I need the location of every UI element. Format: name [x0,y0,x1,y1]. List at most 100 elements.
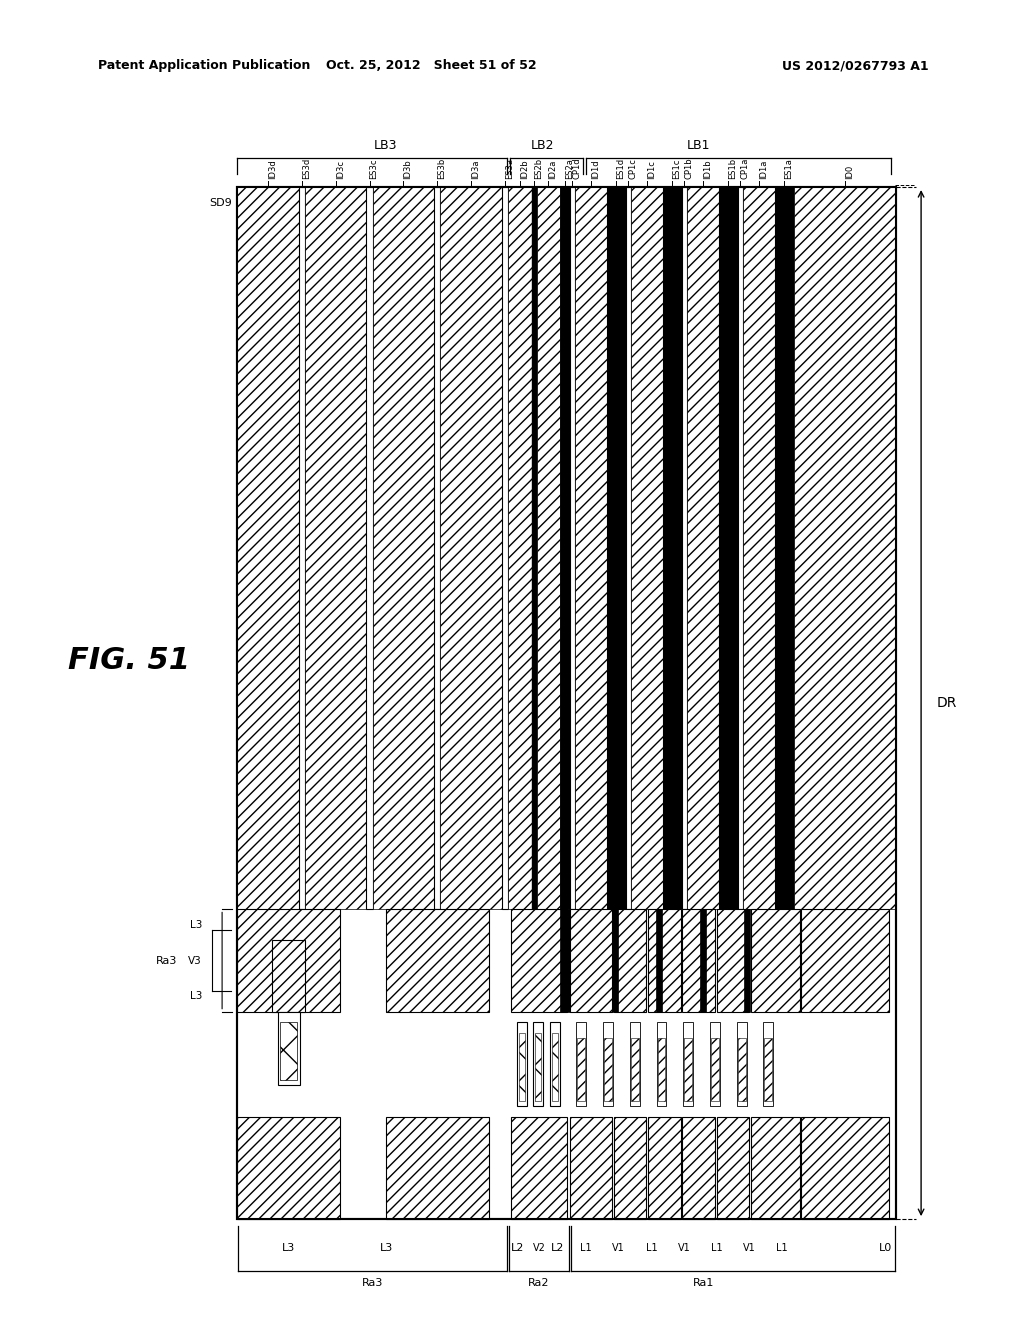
Text: LB2: LB2 [530,139,554,152]
Text: CP1d: CP1d [572,157,582,180]
Bar [278,1011,299,1085]
Bar [560,909,569,1011]
Text: Ra2: Ra2 [528,1278,550,1288]
Bar [550,1022,560,1106]
Bar [613,1117,646,1218]
Bar [604,1038,612,1101]
Bar [683,1022,693,1106]
Bar [238,187,896,1218]
Bar [794,187,896,909]
Text: V2: V2 [532,1242,546,1253]
Bar [238,1117,340,1218]
Bar [238,187,299,909]
Bar [502,187,508,909]
Text: ID3c: ID3c [336,160,345,180]
Bar [744,909,751,1011]
Bar [577,1022,586,1106]
Bar [434,187,440,909]
Text: CP1a: CP1a [740,158,750,180]
Bar [613,909,646,1011]
Text: US 2012/0267793 A1: US 2012/0267793 A1 [782,59,929,73]
Text: V3: V3 [188,956,202,965]
Bar [508,187,531,909]
Text: L3: L3 [189,920,202,929]
Bar [710,1022,720,1106]
Text: ES3d: ES3d [302,158,311,180]
Text: DR: DR [936,696,956,710]
Text: ID1a: ID1a [759,160,768,180]
Text: L3: L3 [282,1242,295,1253]
Text: V1: V1 [742,1242,756,1253]
Bar [737,1038,745,1101]
Text: Ra1: Ra1 [693,1278,715,1288]
Bar [656,909,663,1011]
Bar [537,187,560,909]
Bar [719,187,738,909]
Text: ES2b: ES2b [535,158,543,180]
Text: L1: L1 [776,1242,787,1253]
Text: ID1d: ID1d [591,160,600,180]
Bar [684,1038,692,1101]
Bar [775,187,794,909]
Bar [511,909,566,1011]
Bar [682,187,687,909]
Bar [700,909,707,1011]
Bar [607,187,626,909]
Bar [663,187,682,909]
Bar [536,1032,542,1101]
Bar [516,1022,526,1106]
Bar [736,1022,746,1106]
Text: Patent Application Publication: Patent Application Publication [98,59,310,73]
Text: ID0: ID0 [845,165,854,180]
Text: FIG. 51: FIG. 51 [68,645,189,675]
Text: L2: L2 [551,1242,564,1253]
Bar [751,1117,800,1218]
Bar [631,187,663,909]
Text: CP1b: CP1b [684,157,693,180]
Text: L0: L0 [880,1242,892,1253]
Bar [648,909,681,1011]
Text: ID1b: ID1b [702,160,712,180]
Bar [386,909,489,1011]
Bar [518,1032,524,1101]
Text: V1: V1 [612,1242,625,1253]
Text: ID2a: ID2a [549,160,557,180]
Text: LB1: LB1 [687,139,711,152]
Bar [367,187,373,909]
Bar [569,187,574,909]
Bar [280,1022,298,1080]
Text: L3: L3 [189,991,202,1002]
Text: Ra3: Ra3 [156,956,177,965]
Text: Ra3: Ra3 [361,1278,383,1288]
Bar [531,187,537,909]
Text: ID2b: ID2b [520,160,528,180]
Bar [682,909,715,1011]
Bar [386,1117,489,1218]
Text: ES1c: ES1c [673,158,681,180]
Bar [511,1117,566,1218]
Bar [717,909,750,1011]
Text: CP1c: CP1c [629,158,637,180]
Text: ID3a: ID3a [471,160,480,180]
Text: L1: L1 [711,1242,722,1253]
Bar [802,909,889,1011]
Bar [612,909,618,1011]
Text: ID3d: ID3d [268,160,278,180]
Bar [656,1022,667,1106]
Text: ES2a: ES2a [565,158,574,180]
Bar [630,1022,640,1106]
Text: Oct. 25, 2012   Sheet 51 of 52: Oct. 25, 2012 Sheet 51 of 52 [326,59,537,73]
Text: ES1b: ES1b [728,158,737,180]
Bar [299,187,305,909]
Text: SD9: SD9 [210,198,232,207]
Text: L1: L1 [581,1242,592,1253]
Text: ES1a: ES1a [784,158,794,180]
Bar [578,1038,585,1101]
Bar [272,940,305,1011]
Text: ID3b: ID3b [403,160,413,180]
Bar [631,1038,639,1101]
Text: V1: V1 [678,1242,690,1253]
Bar [569,1117,612,1218]
Text: L3: L3 [380,1242,393,1253]
Bar [738,187,743,909]
